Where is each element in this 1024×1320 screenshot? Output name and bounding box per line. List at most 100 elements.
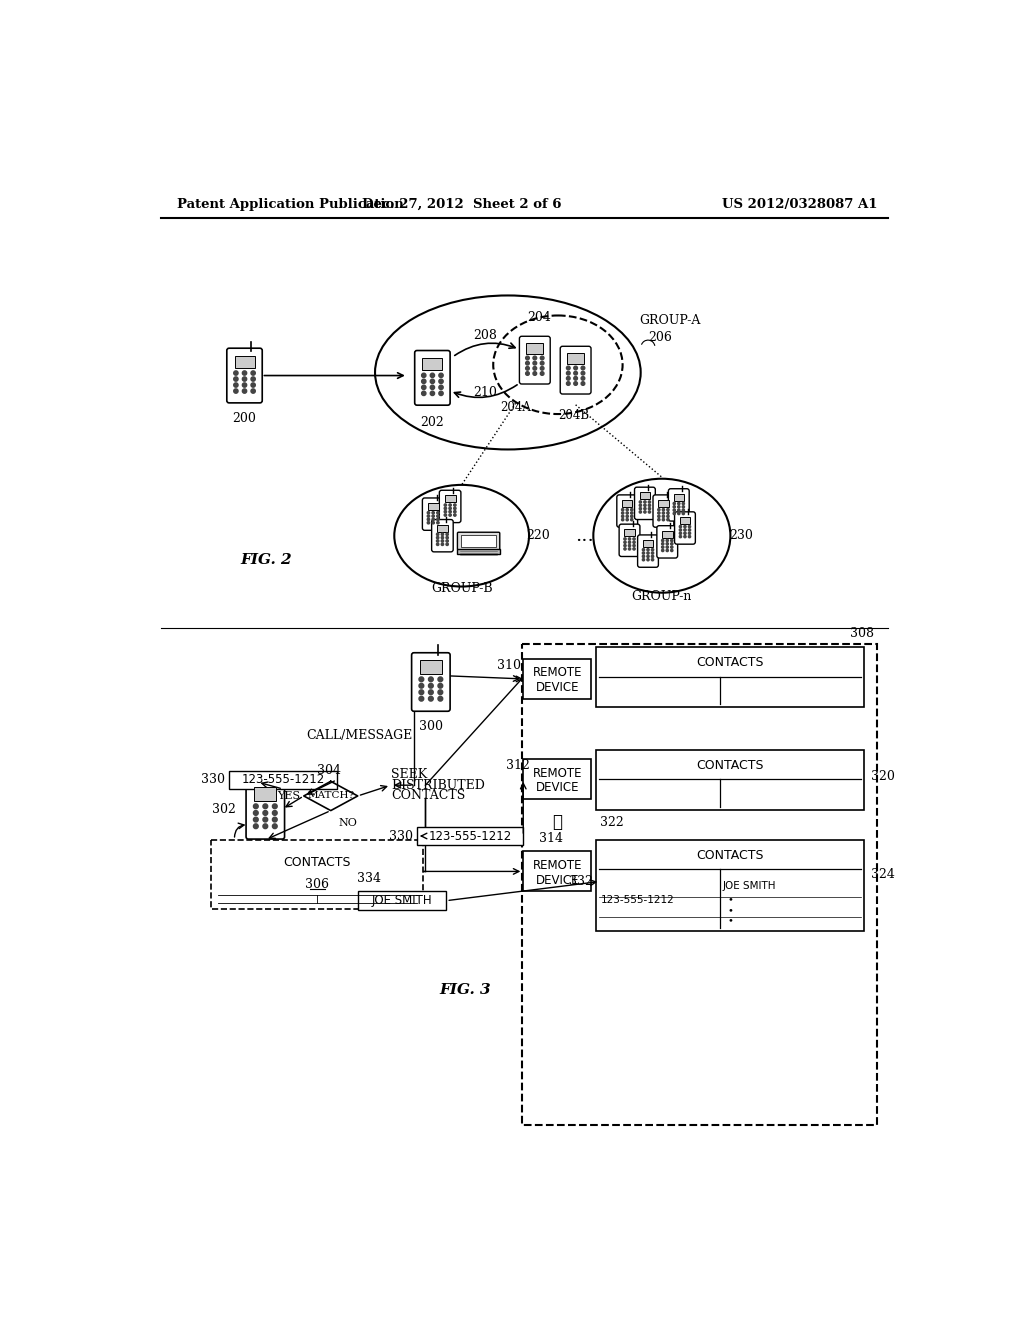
Circle shape (622, 519, 624, 521)
Text: Patent Application Publication: Patent Application Publication (177, 198, 403, 211)
FancyBboxPatch shape (412, 653, 451, 711)
Circle shape (657, 512, 660, 513)
Circle shape (432, 519, 434, 520)
Circle shape (446, 540, 449, 543)
Circle shape (422, 391, 426, 396)
Circle shape (441, 536, 443, 539)
Circle shape (629, 548, 631, 550)
Circle shape (444, 504, 446, 507)
Text: CONTACTS: CONTACTS (696, 656, 764, 669)
Circle shape (657, 519, 660, 521)
Circle shape (532, 367, 537, 370)
Circle shape (541, 367, 544, 370)
Circle shape (682, 510, 684, 511)
Text: CONTACTS: CONTACTS (284, 857, 351, 870)
Text: DEVICE: DEVICE (536, 781, 579, 795)
Circle shape (688, 532, 690, 535)
Circle shape (436, 519, 439, 520)
FancyBboxPatch shape (620, 524, 640, 557)
Text: 314: 314 (539, 832, 563, 845)
Circle shape (243, 371, 247, 375)
FancyBboxPatch shape (653, 495, 674, 527)
Circle shape (622, 512, 624, 513)
Circle shape (454, 507, 456, 510)
Circle shape (633, 541, 635, 544)
Circle shape (678, 506, 680, 508)
Circle shape (639, 500, 641, 503)
Circle shape (430, 374, 434, 378)
Circle shape (243, 383, 247, 387)
Circle shape (436, 521, 439, 524)
Text: US 2012/0328087 A1: US 2012/0328087 A1 (722, 198, 878, 211)
Circle shape (454, 513, 456, 516)
Circle shape (566, 366, 570, 370)
Circle shape (444, 513, 446, 516)
Circle shape (651, 558, 653, 561)
Bar (422, 358, 442, 371)
Circle shape (272, 810, 278, 816)
Bar (457, 549, 500, 553)
Bar (523, 851, 591, 891)
Text: GROUP-B: GROUP-B (431, 582, 493, 595)
Circle shape (449, 507, 452, 510)
Circle shape (642, 549, 644, 550)
Bar (596, 750, 864, 809)
Circle shape (428, 690, 433, 694)
Text: 204B: 204B (558, 409, 589, 421)
Bar (680, 517, 690, 524)
Bar (420, 660, 442, 675)
Circle shape (651, 556, 653, 557)
FancyBboxPatch shape (560, 346, 591, 395)
Text: 322: 322 (600, 816, 624, 829)
Circle shape (682, 506, 684, 508)
Text: 123-555-1212: 123-555-1212 (242, 774, 325, 787)
Circle shape (233, 389, 238, 393)
Text: 220: 220 (526, 529, 550, 543)
FancyBboxPatch shape (675, 512, 695, 544)
Circle shape (663, 519, 665, 521)
Bar (521, 644, 878, 1125)
Circle shape (678, 512, 680, 515)
Circle shape (673, 506, 676, 508)
Circle shape (688, 525, 690, 528)
Circle shape (673, 510, 676, 511)
Circle shape (436, 533, 439, 536)
Circle shape (532, 372, 537, 375)
Circle shape (254, 804, 258, 809)
Circle shape (642, 558, 644, 561)
Text: 206: 206 (648, 330, 672, 343)
Circle shape (427, 512, 430, 513)
FancyBboxPatch shape (616, 495, 638, 527)
Circle shape (449, 511, 452, 513)
Text: JOE SMITH: JOE SMITH (372, 894, 432, 907)
Circle shape (629, 541, 631, 544)
Circle shape (657, 508, 660, 511)
Bar (254, 787, 276, 801)
Bar (523, 759, 591, 799)
Circle shape (663, 508, 665, 511)
Text: 300: 300 (419, 721, 442, 734)
Circle shape (626, 512, 629, 513)
Circle shape (566, 381, 570, 385)
Circle shape (631, 508, 633, 511)
Circle shape (541, 362, 544, 366)
FancyBboxPatch shape (439, 490, 461, 523)
Circle shape (436, 515, 439, 517)
Circle shape (648, 500, 650, 503)
Circle shape (419, 684, 424, 688)
Circle shape (441, 543, 443, 545)
Circle shape (419, 690, 424, 694)
Circle shape (427, 519, 430, 520)
Circle shape (648, 504, 650, 507)
Circle shape (525, 372, 529, 375)
Bar (567, 352, 584, 364)
FancyBboxPatch shape (635, 487, 655, 520)
Circle shape (573, 371, 578, 375)
Circle shape (648, 507, 650, 510)
Circle shape (581, 371, 585, 375)
Circle shape (444, 507, 446, 510)
Circle shape (541, 356, 544, 360)
Text: DEVICE: DEVICE (536, 681, 579, 694)
Text: 123-555-1212: 123-555-1212 (601, 895, 675, 906)
Circle shape (444, 511, 446, 513)
